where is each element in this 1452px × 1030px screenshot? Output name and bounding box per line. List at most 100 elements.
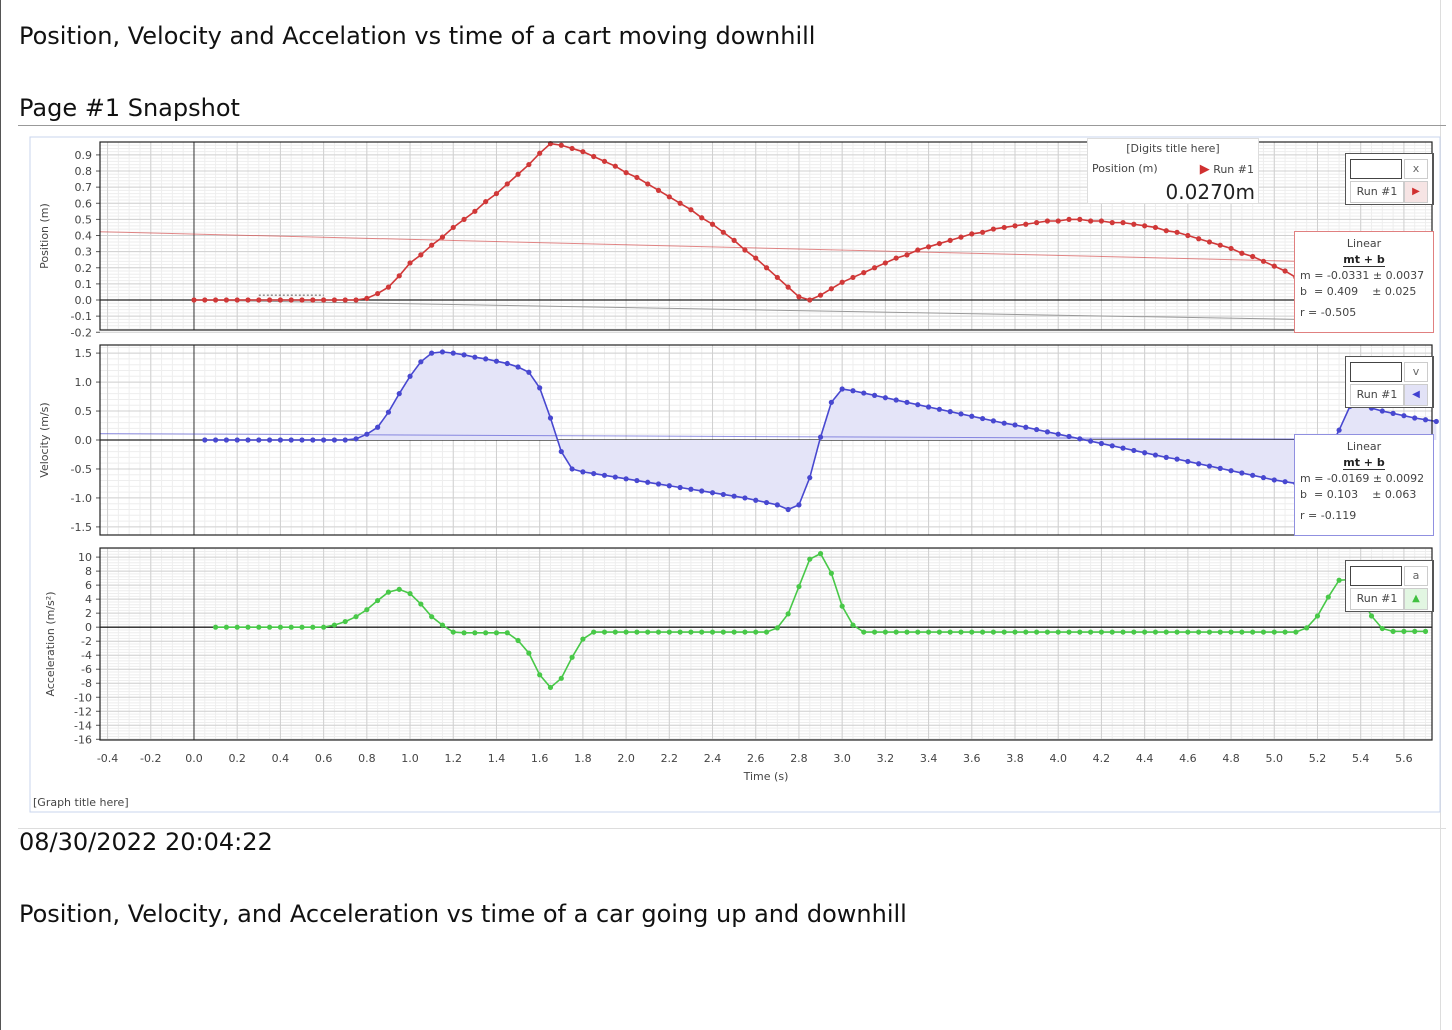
data-point <box>1131 447 1137 454</box>
x-tick-label: 1.4 <box>488 752 506 765</box>
y-tick-label: 1.5 <box>75 347 93 360</box>
data-point <box>450 224 456 231</box>
data-point <box>1368 613 1375 619</box>
selector-input[interactable] <box>1350 362 1402 382</box>
data-point <box>591 470 597 477</box>
data-point <box>461 216 467 222</box>
data-point <box>1088 218 1094 224</box>
data-point <box>1217 629 1223 635</box>
data-point <box>677 484 683 491</box>
data-point <box>925 244 932 250</box>
run-button[interactable]: Run #1 <box>1350 181 1404 203</box>
digits-display: [Digits title here] Position (m) ▶ Run #… <box>1087 138 1259 204</box>
linear-fit-box[interactable]: Linear mt + b m = -0.0331 ± 0.0037 b = 0.40… <box>1294 231 1434 333</box>
data-point <box>958 411 964 417</box>
run-selector-a[interactable]: a Run #1 ▲ <box>1345 560 1434 612</box>
data-point <box>1152 629 1159 635</box>
data-point <box>990 226 997 232</box>
data-point <box>1206 629 1213 635</box>
run-selector-x[interactable]: x Run #1 ▶ <box>1345 153 1434 205</box>
fit-slope: m = -0.0331 ± 0.0037 <box>1300 269 1425 282</box>
data-point <box>1206 463 1213 469</box>
data-point <box>1012 629 1018 635</box>
data-point <box>1088 438 1094 444</box>
data-point <box>731 493 737 499</box>
data-point <box>742 629 748 635</box>
run-marker-icon[interactable]: ◀ <box>1404 384 1428 406</box>
data-point <box>612 629 618 635</box>
data-point <box>267 297 273 303</box>
x-tick-label: 0.8 <box>358 752 376 765</box>
data-point <box>893 255 899 261</box>
data-point <box>1379 408 1385 414</box>
data-point <box>1422 628 1429 634</box>
data-point <box>807 475 813 481</box>
data-point <box>461 352 467 358</box>
data-point <box>1401 413 1407 419</box>
fit-correlation: r = -0.119 <box>1300 509 1357 522</box>
run-marker-icon[interactable]: ▲ <box>1404 588 1428 610</box>
data-point <box>1196 629 1202 635</box>
selector-input[interactable] <box>1350 159 1402 179</box>
data-point <box>753 255 759 261</box>
selector-key[interactable]: x <box>1404 159 1428 179</box>
x-tick-label: 2.2 <box>661 752 679 765</box>
data-point <box>418 252 424 258</box>
data-point <box>1271 263 1277 269</box>
data-point <box>1163 629 1169 635</box>
data-point <box>580 149 586 155</box>
y-tick-label: -0.5 <box>71 463 92 476</box>
data-point <box>1023 221 1029 227</box>
fit-intercept: b = 0.409 ± 0.025 <box>1300 285 1417 298</box>
data-point <box>850 388 856 394</box>
data-point <box>1260 258 1267 264</box>
x-tick-label: 0.4 <box>272 752 290 765</box>
data-point <box>1271 629 1277 635</box>
data-point <box>645 629 651 635</box>
data-point <box>364 607 370 613</box>
data-point <box>893 629 899 635</box>
data-point <box>1142 223 1148 229</box>
data-point <box>429 614 435 620</box>
selector-key[interactable]: a <box>1404 566 1428 586</box>
data-point <box>385 589 392 595</box>
data-point <box>1422 417 1429 423</box>
data-point <box>1077 436 1083 442</box>
y-tick-label: -16 <box>74 733 92 746</box>
data-point <box>245 437 251 443</box>
y-tick-label: -6 <box>81 663 92 676</box>
data-point <box>720 629 726 635</box>
selector-key[interactable]: v <box>1404 362 1428 382</box>
data-point <box>493 358 500 364</box>
data-point <box>871 392 878 398</box>
run-button[interactable]: Run #1 <box>1350 384 1404 406</box>
data-point <box>1044 629 1051 635</box>
data-point <box>342 297 348 303</box>
selector-input[interactable] <box>1350 566 1402 586</box>
x-tick-label: 2.6 <box>747 752 765 765</box>
data-point <box>709 629 716 635</box>
data-point <box>709 490 716 496</box>
y-axis-label: Position (m) <box>38 203 51 269</box>
data-point <box>223 437 229 443</box>
x-tick-label: 1.2 <box>445 752 463 765</box>
data-point <box>947 409 953 415</box>
data-point <box>1044 218 1051 224</box>
data-point <box>1152 452 1159 458</box>
data-point <box>655 187 662 193</box>
data-point <box>1023 629 1029 635</box>
data-point <box>483 199 489 205</box>
y-tick-label: 0.5 <box>75 405 93 418</box>
data-point <box>267 624 273 630</box>
run-marker-icon[interactable]: ▶ <box>1404 181 1428 203</box>
data-point <box>1066 433 1072 440</box>
digits-value: 0.0270m <box>1165 180 1255 204</box>
x-tick-label: 1.6 <box>531 752 549 765</box>
run-button[interactable]: Run #1 <box>1350 588 1404 610</box>
linear-fit-box[interactable]: Linear mt + b m = -0.0169 ± 0.0092 b = 0.10… <box>1294 434 1434 536</box>
y-tick-label: -8 <box>81 677 92 690</box>
run-selector-v[interactable]: v Run #1 ◀ <box>1345 356 1434 408</box>
data-point <box>655 629 662 635</box>
data-point <box>1379 625 1385 632</box>
data-point <box>1250 472 1256 478</box>
